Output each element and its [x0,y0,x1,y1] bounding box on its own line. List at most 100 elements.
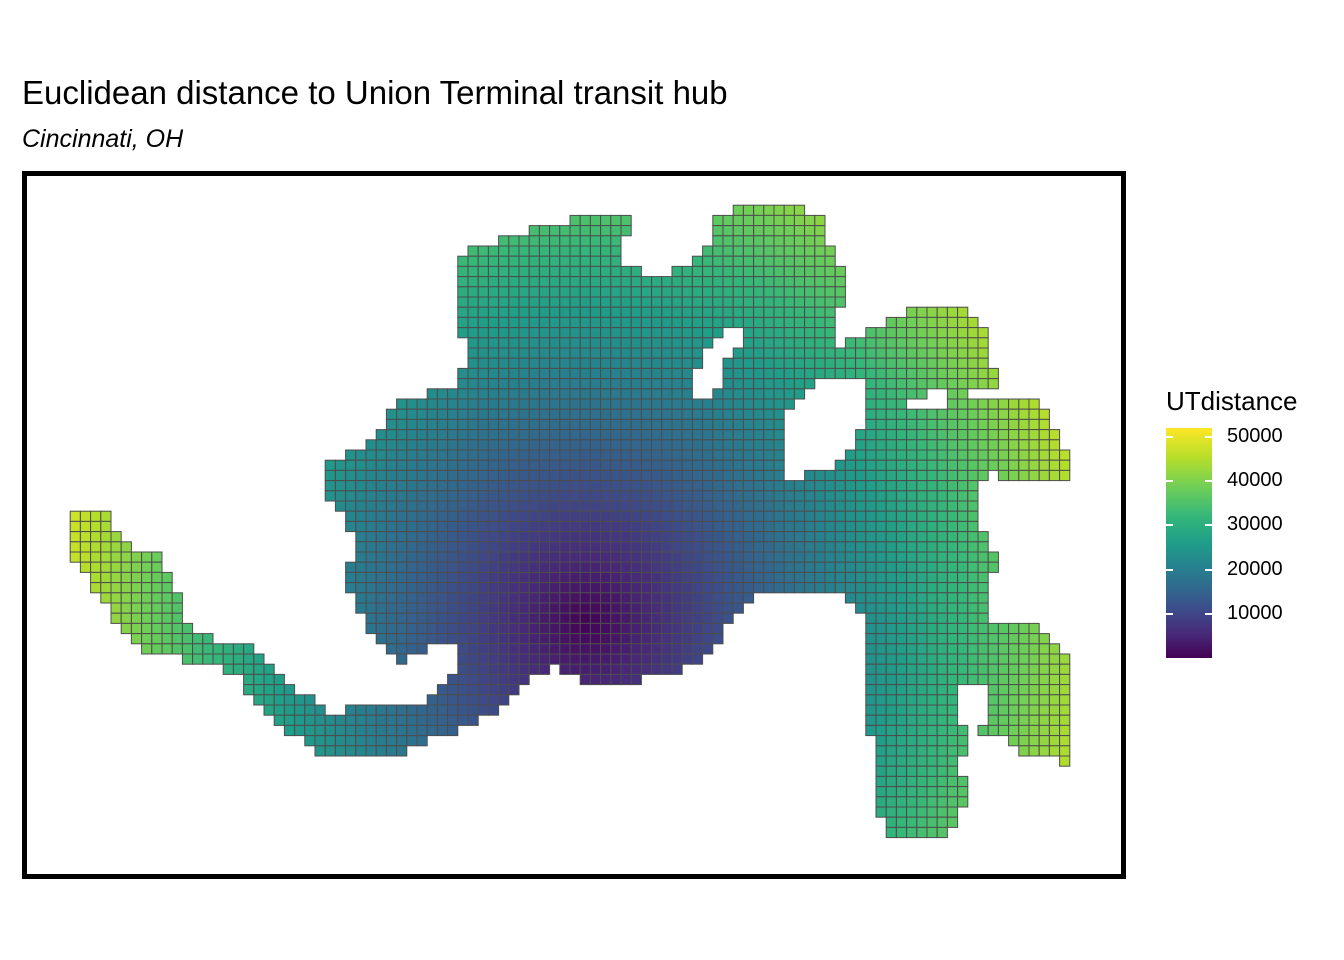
grid-cell [885,571,897,584]
grid-cell [1018,633,1030,645]
grid-cell [569,316,581,329]
grid-cell [457,663,469,675]
grid-cell [508,622,520,635]
grid-cell [610,592,622,604]
grid-cell [396,429,408,441]
grid-cell [1008,449,1020,461]
grid-cell [926,622,938,635]
grid-cell [640,398,653,410]
grid-cell [447,724,459,737]
grid-cell [834,582,846,594]
grid-cell [855,459,867,471]
grid-cell [661,316,673,329]
grid-cell [487,347,500,359]
grid-cell [579,582,591,594]
grid-cell [916,775,928,788]
grid-cell [457,541,469,553]
grid-cell [742,235,755,247]
grid-cell [375,480,387,492]
grid-cell [855,480,867,492]
grid-cell [651,561,663,573]
grid-cell [753,469,765,482]
grid-cell [895,663,908,675]
grid-cell [396,612,408,624]
grid-cell [253,694,265,706]
grid-cell [518,459,530,471]
grid-cell [600,541,612,553]
grid-cell [457,551,469,563]
grid-cell [508,265,520,278]
grid-cell [589,480,602,492]
grid-cell [141,571,153,584]
grid-cell [691,265,704,278]
grid-cell [824,480,836,492]
grid-cell [508,347,520,359]
grid-cell [630,418,642,431]
grid-cell [885,510,897,522]
grid-cell [467,612,479,624]
grid-cell [793,347,806,359]
grid-cell [773,429,785,441]
grid-cell [487,612,500,624]
grid-cell [589,510,602,522]
grid-cell [702,490,714,502]
grid-cell [447,571,459,584]
grid-cell [528,612,540,624]
grid-cell [753,490,765,502]
grid-cell [702,633,714,645]
grid-cell [457,694,469,706]
grid-cell [396,469,408,482]
grid-cell [885,745,897,757]
grid-cell [416,490,428,502]
grid-cell [600,612,612,624]
grid-cell [426,439,438,451]
grid-cell [783,225,795,237]
grid-cell [549,500,561,512]
grid-cell [722,306,734,318]
grid-cell [936,724,948,737]
grid-cell [906,500,918,512]
grid-cell [396,724,408,737]
grid-cell [232,653,245,665]
grid-cell [457,704,469,716]
grid-cell [712,500,724,512]
grid-cell [620,510,632,522]
grid-cell [885,347,897,359]
grid-cell [814,225,826,237]
grid-cell [385,592,398,604]
grid-cell [814,490,826,502]
grid-cell [324,490,336,502]
grid-cell [1048,704,1061,716]
grid-cell [620,337,632,349]
grid-cell [436,684,449,696]
grid-cell [885,735,897,747]
grid-cell [946,806,959,818]
grid-cell [589,296,602,308]
grid-cell [477,663,489,675]
grid-cell [742,520,755,533]
grid-cell [926,765,938,777]
grid-cell [487,541,500,553]
grid-cell [691,398,704,410]
grid-cell [396,510,408,522]
grid-cell [406,724,418,737]
grid-cell [630,459,642,471]
grid-cell [345,571,357,584]
grid-cell [1059,724,1071,737]
grid-cell [120,592,132,604]
grid-cell [569,622,581,635]
grid-cell [498,551,510,563]
grid-cell [640,510,653,522]
grid-cell [722,582,734,594]
grid-cell [967,633,979,645]
grid-cell [161,571,173,584]
grid-cell [967,490,979,502]
grid-cell [436,724,449,737]
grid-cell [396,531,408,543]
grid-cell [671,551,683,563]
grid-cell [171,622,183,635]
grid-cell [620,367,632,380]
grid-cell [885,755,897,767]
grid-cell [916,500,928,512]
grid-cell [753,378,765,390]
